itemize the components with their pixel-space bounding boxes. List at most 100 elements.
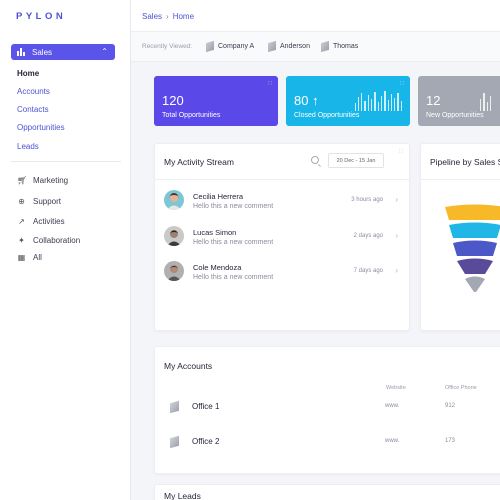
activity-message: Hello this a new comment xyxy=(193,274,274,281)
avatar xyxy=(164,190,184,210)
activity-name: Lucas Simon xyxy=(193,228,237,237)
activity-message: Hello this a new comment xyxy=(193,203,274,210)
account-row[interactable]: Office 2 www. 173 xyxy=(170,434,500,454)
account-name: Office 1 xyxy=(192,402,220,411)
bar-chart-icon xyxy=(17,48,26,56)
activity-row[interactable]: Lucas Simon Hello this a new comment 2 d… xyxy=(164,226,400,256)
panel-title: My Leads xyxy=(164,491,201,500)
cart-icon: 🛒︎ xyxy=(17,176,28,185)
drag-handle-icon[interactable]: ∷ xyxy=(399,149,403,155)
grid-icon: ▦ xyxy=(17,253,26,262)
sidebar-item-activities[interactable]: ↗ Activities xyxy=(17,217,65,226)
stat-value: 120 xyxy=(162,93,184,108)
stat-label: Closed Opportunities xyxy=(294,112,360,119)
drag-handle-icon[interactable]: ∷ xyxy=(400,81,404,87)
activity-time: 3 hours ago xyxy=(351,197,383,203)
sidebar-item-opportunities[interactable]: Opportunities xyxy=(17,123,65,132)
funnel-stage[interactable] xyxy=(457,258,493,275)
account-phone: 912 xyxy=(445,403,456,409)
panel-divider xyxy=(421,179,500,180)
panel-title: My Activity Stream xyxy=(164,157,234,167)
account-phone: 173 xyxy=(445,438,456,444)
sidebar-section-label: Sales xyxy=(32,47,53,57)
stat-card-closed-opportunities[interactable]: ∷ 80 ↑ Closed Opportunities xyxy=(286,76,410,126)
cube-icon xyxy=(170,435,179,449)
account-name: Office 2 xyxy=(192,437,220,446)
breadcrumb-current: Home xyxy=(172,12,195,21)
panel-divider xyxy=(155,179,409,180)
recently-viewed-label: Recently Viewed: xyxy=(142,43,193,50)
account-website[interactable]: www. xyxy=(385,403,400,409)
recent-item-label: Company A xyxy=(218,43,255,50)
cube-icon xyxy=(321,40,329,53)
pipeline-panel: Pipeline by Sales S xyxy=(420,143,500,331)
chevron-right-icon[interactable]: › xyxy=(395,231,398,240)
recent-item[interactable]: Thomas xyxy=(321,40,359,53)
stat-card-total-opportunities[interactable]: ∷ 120 Total Opportunities xyxy=(154,76,278,126)
stat-label: Total Opportunities xyxy=(162,112,221,119)
recently-viewed-bar: Recently Viewed: Company A Anderson Thom… xyxy=(131,32,500,62)
sidebar-section-sales[interactable]: Sales ⌃ xyxy=(11,44,115,60)
cube-icon xyxy=(170,400,179,414)
account-row[interactable]: Office 1 www. 912 xyxy=(170,399,500,419)
activity-time: 7 days ago xyxy=(353,268,383,274)
pipeline-funnel-chart xyxy=(445,204,500,293)
stat-card-new-opportunities[interactable]: 12 New Opportunities xyxy=(418,76,500,126)
cube-icon xyxy=(268,40,276,53)
sidebar-item-contacts[interactable]: Contacts xyxy=(17,105,49,114)
activity-message: Hello this a new comment xyxy=(193,239,274,246)
breadcrumb: Sales › Home xyxy=(142,12,194,21)
recent-item-label: Anderson xyxy=(280,43,310,50)
funnel-stage[interactable] xyxy=(453,240,497,257)
sparkline-bars xyxy=(480,91,492,111)
activity-icon: ↗ xyxy=(18,217,25,226)
sidebar-divider xyxy=(11,161,121,162)
sidebar-item-leads[interactable]: Leads xyxy=(17,142,39,151)
collaboration-icon: ✦ xyxy=(18,236,25,245)
date-range-picker[interactable]: 20 Dec - 15 Jan xyxy=(328,153,384,168)
app-logo: PYLON xyxy=(16,11,67,22)
drag-handle-icon[interactable]: ∷ xyxy=(268,81,272,87)
sidebar-item-label: Activities xyxy=(33,217,65,226)
sparkline-bars xyxy=(354,91,402,111)
column-header-phone: Office Phone xyxy=(445,385,477,391)
recent-item[interactable]: Anderson xyxy=(268,40,310,53)
account-website[interactable]: www. xyxy=(385,438,400,444)
column-header-website: Website xyxy=(386,385,406,391)
stat-value: 12 xyxy=(426,93,441,108)
breadcrumb-root[interactable]: Sales xyxy=(142,12,163,21)
cube-icon xyxy=(206,40,214,53)
funnel-stage[interactable] xyxy=(449,222,500,239)
top-header: Sales › Home xyxy=(131,0,500,32)
sidebar-item-all[interactable]: ▦ All xyxy=(17,253,42,262)
activity-stream-panel: ∷ My Activity Stream 20 Dec - 15 Jan Cec… xyxy=(154,143,410,331)
avatar xyxy=(164,226,184,246)
avatar xyxy=(164,261,184,281)
recent-item[interactable]: Company A xyxy=(206,40,255,53)
leads-panel: My Leads xyxy=(154,484,500,500)
sidebar-item-label: All xyxy=(33,253,42,262)
chevron-right-icon[interactable]: › xyxy=(395,195,398,204)
sidebar-item-support[interactable]: ⊕ Support xyxy=(17,197,61,206)
sidebar-item-label: Marketing xyxy=(33,176,69,185)
sidebar-item-accounts[interactable]: Accounts xyxy=(17,87,50,96)
sidebar-item-home[interactable]: Home xyxy=(17,69,40,78)
sidebar-item-marketing[interactable]: 🛒︎ Marketing xyxy=(17,176,68,185)
search-icon[interactable] xyxy=(311,156,319,164)
accounts-panel: My Accounts Website Office Phone Office … xyxy=(154,346,500,474)
chevron-right-icon: › xyxy=(166,12,169,21)
funnel-stage[interactable] xyxy=(445,204,500,221)
funnel-stage[interactable] xyxy=(465,276,485,293)
sidebar: PYLON Sales ⌃ Home Accounts Contacts Opp… xyxy=(0,0,131,500)
activity-name: Cecilia Herrera xyxy=(193,192,244,201)
recent-item-label: Thomas xyxy=(333,43,359,50)
sidebar-item-collaboration[interactable]: ✦ Collaboration xyxy=(17,236,80,245)
activity-row[interactable]: Cole Mendoza Hello this a new comment 7 … xyxy=(164,261,400,291)
panel-title: Pipeline by Sales S xyxy=(430,157,500,167)
stat-label: New Opportunities xyxy=(426,112,484,119)
chevron-right-icon[interactable]: › xyxy=(395,266,398,275)
panel-title: My Accounts xyxy=(164,361,213,371)
chevron-up-icon[interactable]: ⌃ xyxy=(101,47,108,56)
activity-row[interactable]: Cecilia Herrera Hello this a new comment… xyxy=(164,190,400,220)
stat-value: 80 ↑ xyxy=(294,93,319,108)
